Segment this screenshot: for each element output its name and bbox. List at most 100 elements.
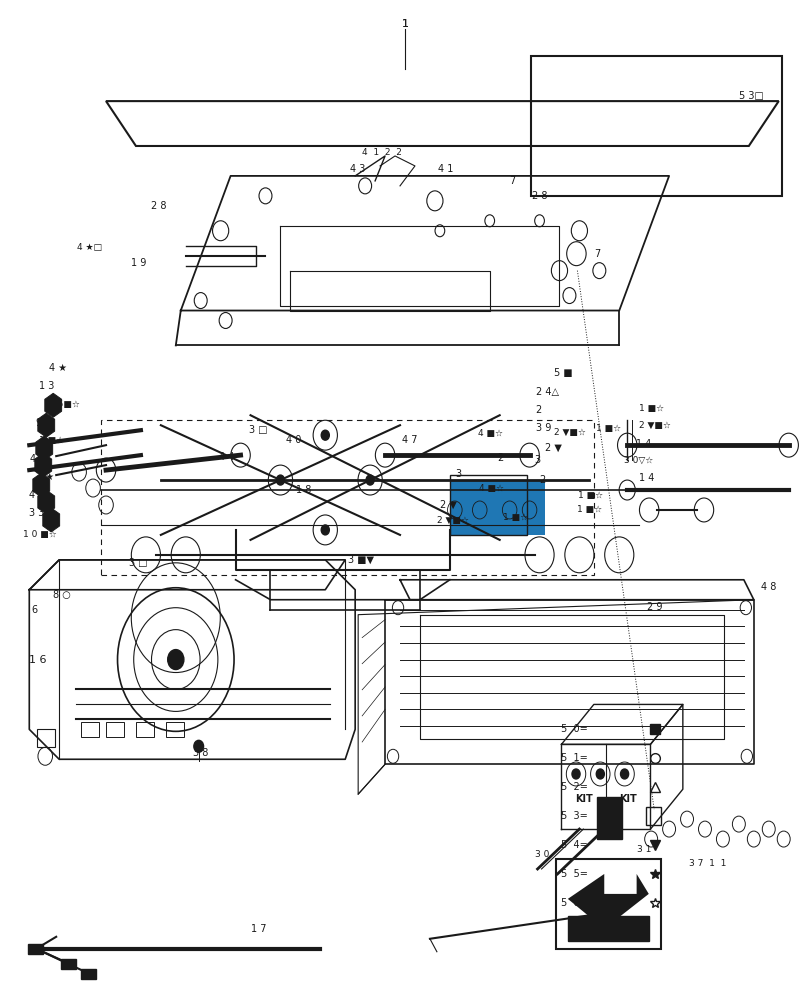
Text: 3 0: 3 0 xyxy=(534,850,548,859)
Polygon shape xyxy=(35,453,52,477)
Text: 3: 3 xyxy=(534,455,540,465)
Circle shape xyxy=(571,769,579,779)
Text: 1 0 ■☆: 1 0 ■☆ xyxy=(24,530,57,539)
Bar xyxy=(28,944,43,954)
Bar xyxy=(136,722,154,737)
Text: 2 ▼: 2 ▼ xyxy=(440,500,457,510)
Text: 2 ★: 2 ★ xyxy=(36,472,54,482)
Bar xyxy=(590,899,605,911)
Bar xyxy=(81,722,99,737)
Text: 4 ■☆: 4 ■☆ xyxy=(477,429,502,438)
Text: 7: 7 xyxy=(594,249,600,259)
Text: 9 ★: 9 ★ xyxy=(36,418,54,428)
Text: 3: 3 xyxy=(454,469,461,479)
Text: 4 8: 4 8 xyxy=(760,582,775,592)
Text: 5  2=: 5 2= xyxy=(560,782,588,792)
Bar xyxy=(61,959,75,969)
Circle shape xyxy=(194,740,204,752)
Text: 3 8: 3 8 xyxy=(192,748,208,758)
Text: 2: 2 xyxy=(497,453,504,463)
Text: 5  5=: 5 5= xyxy=(560,869,588,879)
Text: 4  1  2  2: 4 1 2 2 xyxy=(362,148,401,157)
Text: 4 3: 4 3 xyxy=(350,164,365,174)
Bar xyxy=(646,807,660,825)
Bar xyxy=(449,480,544,535)
Text: 3 7  1  1: 3 7 1 1 xyxy=(689,859,726,868)
Polygon shape xyxy=(38,413,54,437)
Text: 4 ★: 4 ★ xyxy=(49,363,67,373)
Text: 5  6=: 5 6= xyxy=(560,898,587,908)
Text: 1 4: 1 4 xyxy=(638,473,654,483)
Bar xyxy=(37,729,55,747)
Text: 2 9: 2 9 xyxy=(646,602,662,612)
Text: 2 ▼■☆: 2 ▼■☆ xyxy=(436,515,468,524)
Circle shape xyxy=(168,650,183,670)
Text: 3 9: 3 9 xyxy=(535,423,550,433)
Text: 2 8: 2 8 xyxy=(151,201,166,211)
Bar xyxy=(567,916,648,941)
Text: 1 8: 1 8 xyxy=(296,485,311,495)
Text: 1 4: 1 4 xyxy=(636,439,650,449)
Circle shape xyxy=(321,525,329,535)
Text: 1 ■☆: 1 ■☆ xyxy=(638,404,663,413)
Text: 4 7: 4 7 xyxy=(401,435,417,445)
Text: 1 7: 1 7 xyxy=(251,924,266,934)
Text: 5  1=: 5 1= xyxy=(560,753,587,763)
Text: 4 0: 4 0 xyxy=(286,435,302,445)
Text: 8 ○: 8 ○ xyxy=(54,590,71,600)
Text: 2 4△: 2 4△ xyxy=(535,387,558,397)
Text: 1 9: 1 9 xyxy=(131,258,146,268)
Bar xyxy=(597,797,621,839)
Text: 4: 4 xyxy=(29,454,36,464)
Text: 2 ▼■☆: 2 ▼■☆ xyxy=(638,421,671,430)
Bar xyxy=(106,722,124,737)
Text: KIT: KIT xyxy=(574,794,592,804)
Text: 1 ■☆: 1 ■☆ xyxy=(39,436,64,445)
Text: 4 ★□: 4 ★□ xyxy=(77,243,102,252)
Text: 3 □: 3 □ xyxy=(248,425,267,435)
Text: 5 ■: 5 ■ xyxy=(554,368,573,378)
Text: 1: 1 xyxy=(401,19,408,29)
Text: KIT: KIT xyxy=(619,794,637,804)
Text: 3 1: 3 1 xyxy=(637,845,650,854)
Circle shape xyxy=(595,769,603,779)
Bar xyxy=(101,420,594,575)
Text: 2 8: 2 8 xyxy=(531,191,547,201)
Text: 3 □: 3 □ xyxy=(129,558,148,568)
Text: 1 6: 1 6 xyxy=(29,655,47,665)
Text: 2: 2 xyxy=(539,475,545,485)
Text: 4 4: 4 4 xyxy=(218,452,234,462)
Text: 1 5■☆: 1 5■☆ xyxy=(49,400,80,409)
Text: 1 ■☆: 1 ■☆ xyxy=(577,491,603,500)
Text: 6: 6 xyxy=(32,605,37,615)
Circle shape xyxy=(620,769,628,779)
Text: 3 3 ★: 3 3 ★ xyxy=(29,508,57,518)
Text: 2 ▼■☆: 2 ▼■☆ xyxy=(554,428,586,437)
Text: 1 ■☆: 1 ■☆ xyxy=(595,424,621,433)
Text: 3 0▽☆: 3 0▽☆ xyxy=(624,456,653,465)
Bar xyxy=(555,859,660,949)
Bar xyxy=(81,969,96,979)
Circle shape xyxy=(366,475,374,485)
Circle shape xyxy=(276,475,284,485)
Text: 7: 7 xyxy=(509,176,515,186)
Text: 1 ■☆: 1 ■☆ xyxy=(577,505,602,514)
Circle shape xyxy=(321,430,329,440)
Text: 3 ■▼: 3 ■▼ xyxy=(348,555,374,565)
Polygon shape xyxy=(43,508,59,532)
Polygon shape xyxy=(567,874,648,929)
Bar xyxy=(530,56,781,196)
Text: 2 ▼: 2 ▼ xyxy=(544,443,560,453)
Bar xyxy=(166,722,183,737)
Text: 1: 1 xyxy=(401,19,408,29)
Polygon shape xyxy=(36,436,53,460)
Polygon shape xyxy=(38,490,54,514)
Text: 5 3□: 5 3□ xyxy=(738,91,762,101)
Text: 4 ★: 4 ★ xyxy=(29,490,47,500)
Text: 5  0=: 5 0= xyxy=(560,724,587,734)
Text: 1 ■☆: 1 ■☆ xyxy=(502,513,527,522)
Text: 2: 2 xyxy=(535,405,541,415)
Text: 4 ■☆: 4 ■☆ xyxy=(478,484,504,493)
Text: 5  4=: 5 4= xyxy=(560,840,587,850)
Polygon shape xyxy=(45,393,62,417)
